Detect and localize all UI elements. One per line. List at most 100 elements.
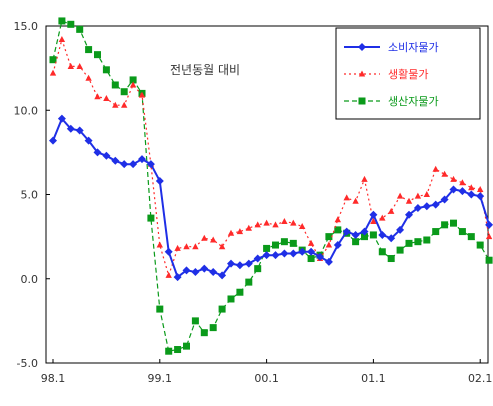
data-point [174,244,181,251]
data-point [235,261,244,270]
data-point [173,273,182,282]
data-point [360,227,369,236]
data-point [85,46,93,54]
data-point [218,243,226,250]
data-point [307,239,315,246]
data-point [369,210,378,219]
data-point [307,247,316,256]
data-point [272,241,279,249]
data-point [352,197,359,204]
data-point [467,233,475,241]
data-point [244,259,253,268]
data-point [342,227,351,236]
data-point [58,17,66,25]
data-point [94,51,101,59]
data-point [156,241,163,248]
data-point [281,217,288,224]
data-point [458,187,467,196]
data-point [369,231,377,239]
data-point [334,226,342,234]
data-point [66,124,75,133]
data-point [316,252,324,261]
data-point [351,230,360,239]
data-point [93,148,102,157]
series-layer [49,17,493,355]
data-point [405,197,413,204]
x-tick-label: 01.1 [361,372,386,385]
data-point [192,243,199,250]
data-point [111,81,119,89]
data-point [432,228,440,236]
data-point [49,56,57,64]
y-tick-label: 10.0 [14,104,39,117]
data-point [370,217,377,224]
data-point [343,194,350,201]
data-point [441,221,449,229]
data-point [227,295,235,303]
data-point [378,248,386,256]
data-point [129,81,137,88]
data-point [85,74,92,81]
data-point [431,200,440,209]
data-point [271,251,280,260]
data-point [218,305,226,313]
data-point [458,228,466,236]
data-point [75,126,84,135]
data-point [299,223,306,230]
data-point [423,236,431,244]
data-point [272,221,279,228]
data-point [147,214,155,222]
x-tick-label: 00.1 [254,372,279,385]
data-point [112,101,119,108]
x-tick-label: 98.1 [41,372,66,385]
x-tick-label: 99.1 [148,372,173,385]
data-point [94,93,101,100]
data-point [155,177,164,186]
data-point [111,156,120,165]
data-point [423,191,430,197]
data-point [441,170,448,177]
data-point [103,94,110,101]
data-point [485,220,493,229]
legend-marker [358,70,366,77]
data-point [174,346,182,354]
data-point [236,228,244,235]
data-point [146,160,155,169]
data-point [352,238,360,246]
data-point [476,192,485,201]
data-point [325,233,333,241]
y-tick-label: 5.0 [21,189,39,202]
data-point [200,329,208,337]
data-point [253,254,262,263]
data-point [254,221,261,228]
series-2 [49,35,493,278]
data-point [413,203,422,212]
data-point [414,192,422,199]
data-point [210,236,217,243]
data-point [307,255,315,263]
data-point [422,202,431,211]
data-point [121,101,128,108]
y-tick-label: -5.0 [17,357,38,370]
data-point [138,155,146,164]
data-point [218,271,227,280]
data-point [361,175,368,182]
data-point [201,234,208,241]
data-point [165,271,172,278]
x-tick-label: 02.1 [468,372,493,385]
data-point [102,151,111,160]
data-point [263,244,271,252]
legend-label: 소비자물가 [388,41,439,54]
data-point [57,114,66,123]
data-point [138,91,146,98]
data-point [396,192,404,199]
data-point [361,233,368,241]
data-point [58,35,66,42]
data-point [459,179,466,186]
data-point [129,76,137,84]
data-point [49,136,57,145]
legend-marker [358,97,366,105]
data-point [183,342,190,350]
data-point [182,266,191,275]
